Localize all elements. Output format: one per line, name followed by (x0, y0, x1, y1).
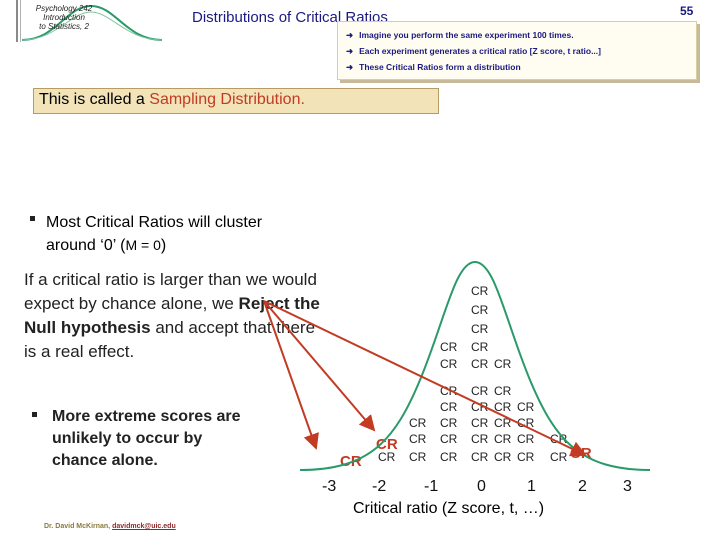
cr-label: CR (550, 450, 568, 464)
author-email-link[interactable]: davidmck@uic.edu (112, 523, 176, 530)
cr-label: CR (494, 432, 512, 446)
cr-label: CR (440, 384, 458, 398)
reject-null-paragraph: If a critical ratio is larger than we wo… (24, 270, 320, 361)
cr-label: CR (517, 416, 535, 430)
axis-tick-label: -3 (322, 478, 337, 495)
banner-text: This is called a Sampling Distribution. (39, 91, 305, 108)
cr-label: CR (440, 340, 458, 354)
cr-label: CR (494, 400, 512, 414)
cr-label: CR (550, 432, 568, 446)
cr-label: CR (517, 432, 535, 446)
bullet-extreme-text: More extreme scores are unlikely to occu… (52, 408, 241, 469)
cr-label: CR (494, 450, 512, 464)
axis-tick-label: 2 (578, 478, 587, 495)
cr-label: CR (517, 450, 535, 464)
bullet-square-icon (32, 412, 37, 417)
cr-label: CR (440, 357, 458, 371)
cr-label: CR (440, 432, 458, 446)
cr-extreme-label: CR (570, 445, 592, 462)
bullet-cluster-text: Most Critical Ratios will cluster around… (46, 214, 263, 254)
arrow-right-icon: ➜ (346, 46, 354, 56)
sampling-distribution-banner: This is called a Sampling Distribution. (33, 88, 439, 114)
axis-label: Critical ratio (Z score, t, …) (353, 500, 545, 517)
cr-label: CR (471, 450, 489, 464)
arrow-right-icon: ➜ (346, 30, 354, 40)
arrow-right-icon: ➜ (346, 62, 354, 72)
course-logo (16, 0, 163, 42)
course-name: Psychology 242 Introduction to Statistic… (35, 4, 93, 31)
inset-line-1: ➜ Imagine you perform the same experiment… (346, 30, 574, 40)
cr-label: CR (440, 400, 458, 414)
cr-label: CR (409, 450, 427, 464)
cr-label: CR (471, 400, 489, 414)
cr-label: CR (471, 416, 489, 430)
cr-label: CR (494, 357, 512, 371)
cr-label: CR (471, 322, 489, 336)
cr-label: CR (517, 400, 535, 414)
axis-tick-label: -1 (424, 478, 439, 495)
axis-tick-label: -2 (372, 478, 387, 495)
axis-tick-label: 0 (477, 478, 486, 495)
inset-line-3: ➜ These Critical Ratios form a distributi… (346, 62, 521, 72)
cr-label: CR (471, 384, 489, 398)
inset-line-2: ➜ Each experiment generates a critical ra… (346, 46, 601, 56)
cr-extreme-label: CR (376, 436, 398, 453)
cr-label: CR (409, 416, 427, 430)
cr-label: CR (471, 284, 489, 298)
bullet-square-icon (30, 216, 35, 221)
cr-label: CR (471, 357, 489, 371)
cr-label: CR (471, 340, 489, 354)
cr-label: CR (471, 303, 489, 317)
cr-label: CR (409, 432, 427, 446)
cr-extreme-label: CR (340, 453, 362, 470)
cr-label: CR (494, 416, 512, 430)
cr-label: CR (471, 432, 489, 446)
inset-panel: ➜ Imagine you perform the same experiment… (337, 21, 697, 80)
mean-value: M = 0 (125, 237, 161, 253)
cr-label: CR (440, 450, 458, 464)
axis-tick-label: 3 (623, 478, 632, 495)
banner-highlight: Sampling Distribution. (149, 91, 305, 108)
axis-tick-label: 1 (527, 478, 536, 495)
author-footer: Dr. David McKirnan, davidmck@uic.edu (44, 523, 176, 530)
cr-label: CR (494, 384, 512, 398)
cr-label: CR (440, 416, 458, 430)
slide-number: 55 (680, 4, 694, 18)
